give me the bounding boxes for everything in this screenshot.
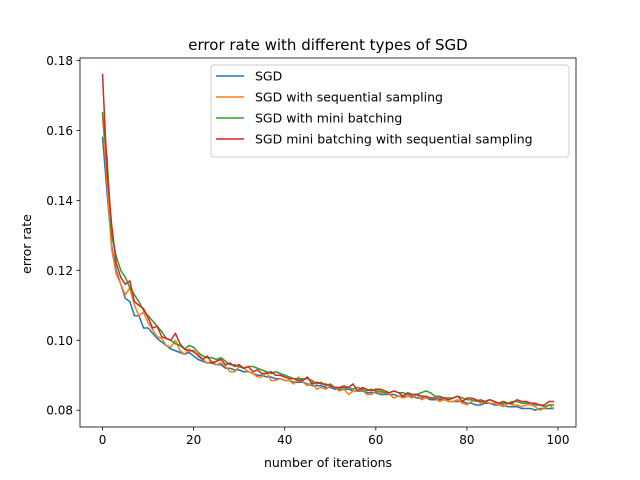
axes-frame — [79, 57, 577, 428]
y-tick-label: 0.18 — [46, 54, 73, 68]
y-tick-label: 0.12 — [46, 264, 73, 278]
x-tick-label: 40 — [277, 433, 292, 447]
legend-label-0: SGD — [255, 69, 282, 84]
x-tick-label: 20 — [186, 433, 201, 447]
chart-title: error rate with different types of SGD — [188, 36, 467, 54]
y-tick-label: 0.16 — [46, 124, 73, 138]
legend-label-3: SGD mini batching with sequential sampli… — [255, 132, 533, 147]
legend-label-2: SGD with mini batching — [255, 111, 402, 126]
y-tick-label: 0.14 — [46, 194, 73, 208]
y-tick-label: 0.08 — [46, 404, 73, 418]
y-axis-label: error rate — [19, 214, 34, 274]
x-tick-label: 100 — [547, 433, 570, 447]
x-tick-label: 0 — [99, 433, 107, 447]
legend-label-1: SGD with sequential sampling — [255, 90, 443, 105]
x-axis-label: number of iterations — [264, 455, 392, 470]
plot-area: 0 20 40 60 80 100 0.08 0.10 0.12 0.14 0.16 0.18 SGD S… — [46, 54, 577, 447]
series-line-3 — [101, 73, 555, 406]
x-tick-label: 80 — [459, 433, 474, 447]
y-tick-label: 0.10 — [46, 334, 73, 348]
x-tick-label: 60 — [368, 433, 383, 447]
series-line-1 — [101, 115, 555, 411]
legend-box — [210, 64, 570, 158]
